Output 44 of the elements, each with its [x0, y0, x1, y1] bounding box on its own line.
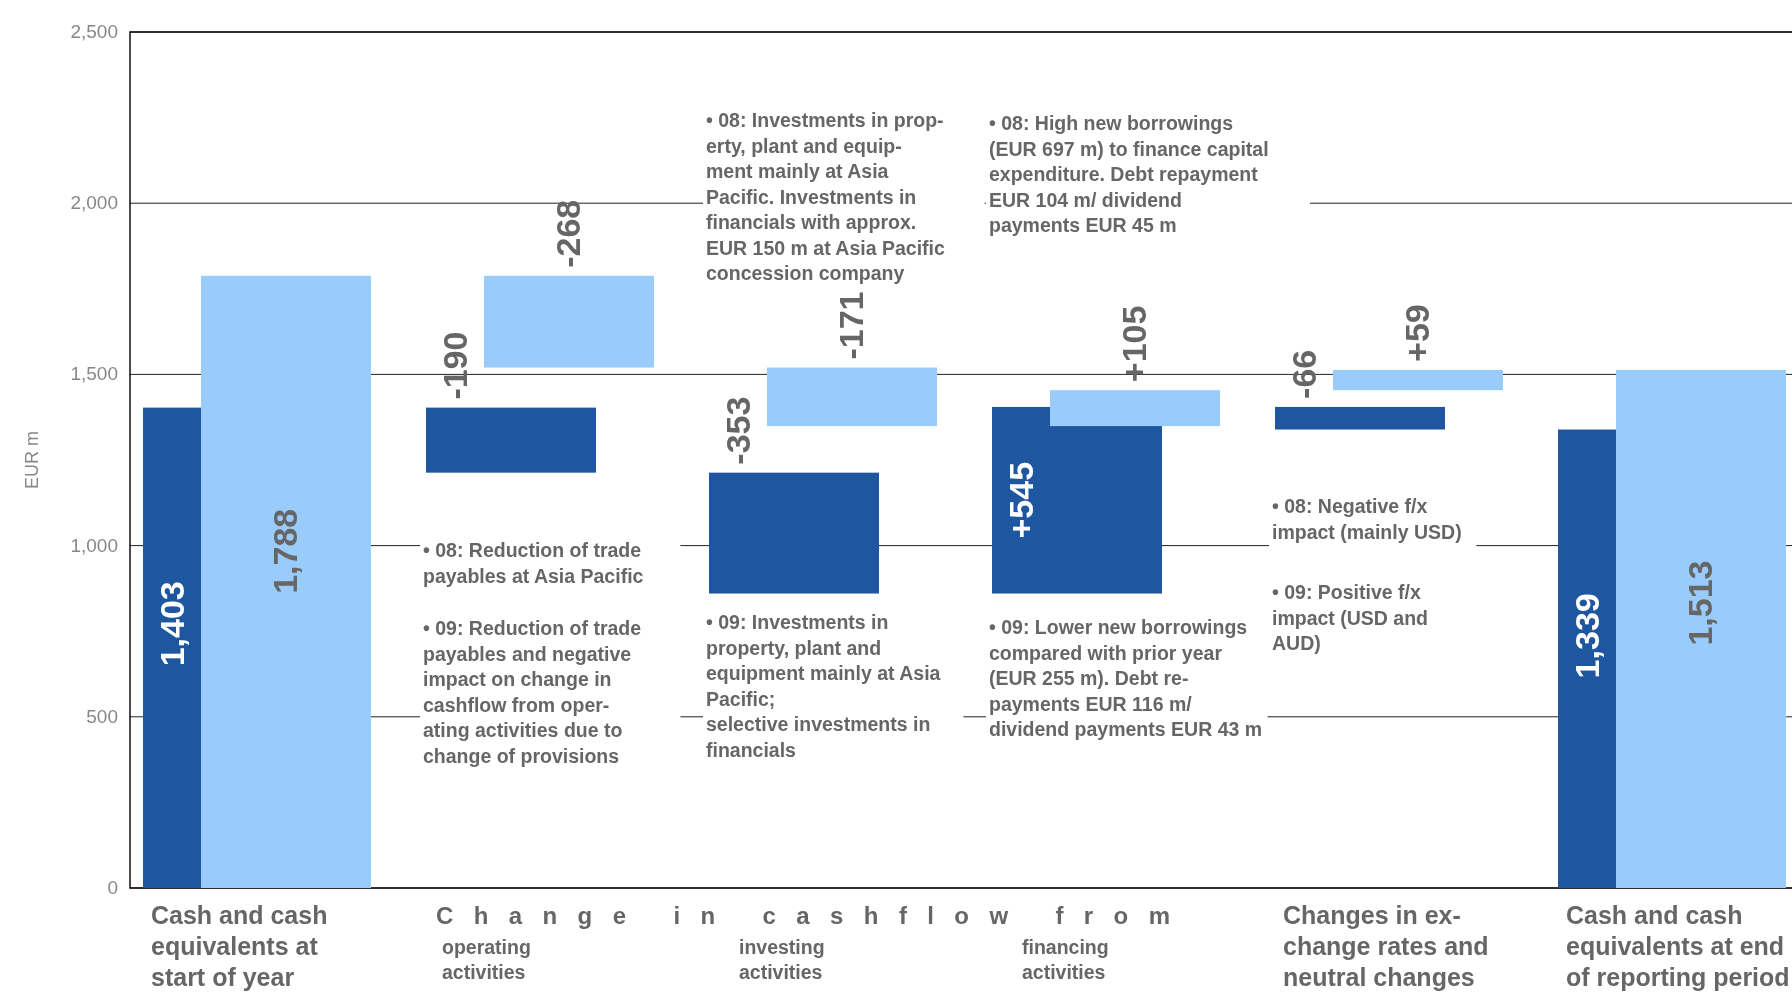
bar: [709, 472, 879, 594]
x-tick-label: financing activities: [1022, 936, 1109, 983]
y-tick-label: 1,000: [70, 534, 118, 556]
y-tick-label: 500: [86, 705, 118, 727]
y-tick-label: 0: [107, 877, 118, 898]
bar: [992, 406, 1162, 594]
annotation: • 08: High new borrowings (EUR 697 m) to finance capital expenditure. Debt repayment EUR 104 m/ dividend payments EUR 45 m: [989, 112, 1269, 236]
data-label: 1,339: [1568, 593, 1606, 679]
x-tick-label: investing activities: [739, 936, 825, 983]
annotation: • 08: Investments in prop- erty, plant and equip- ment mainly at Asia Pacific. Investments in financials with approx. EUR 150 m at Asia Pacific concession company: [706, 109, 945, 284]
bar: [201, 275, 371, 888]
data-label: -190: [436, 331, 474, 400]
bar: [767, 367, 937, 427]
bar: [484, 275, 654, 368]
bar: [1333, 369, 1503, 391]
annotation: • 09: Reduction of trade payables and negative impact on change in cashflow from oper- ating activities due to change of provisions: [423, 617, 642, 767]
text: Change in cashflow from: [436, 902, 1170, 929]
data-label: -66: [1285, 349, 1323, 399]
x-tick-label: Changes in ex- change rates and neutral changes: [1283, 901, 1489, 991]
data-label: +545: [1002, 461, 1040, 539]
data-label: -353: [719, 396, 757, 465]
annotation: • 09: Positive f/x impact (USD and AUD): [1272, 581, 1429, 654]
y-tick-label: 2,000: [70, 192, 118, 214]
bar: [426, 407, 596, 473]
data-label: +59: [1398, 304, 1436, 362]
bar: [1275, 406, 1445, 430]
data-label: -268: [549, 199, 587, 268]
x-tick-label: Cash and cash equivalents at end of reporting period: [1566, 901, 1790, 991]
annotation: • 08: Reduction of trade payables at Asia Pacific: [423, 539, 644, 587]
bar: [1050, 390, 1220, 427]
data-label: -171: [832, 291, 870, 360]
annotation: • 09: Lower new borrowings compared with prior year (EUR 255 m). Debt re- payments EUR 116 m/ dividend payments EUR 43 m: [989, 616, 1263, 740]
x-tick-label: Cash and cash equivalents at start of year: [151, 901, 328, 991]
y-axis-title: EUR m: [22, 431, 42, 489]
x-tick-label: operating activities: [442, 936, 531, 983]
annotation: • 09: Investments in property, plant and equipment mainly at Asia Pacific; selective investments in financials: [706, 611, 941, 761]
data-label: 1,788: [266, 508, 304, 594]
y-tick-label: 1,500: [70, 363, 118, 385]
data-label: 1,513: [1681, 560, 1719, 646]
annotation: • 08: Negative f/x impact (mainly USD): [1272, 495, 1462, 543]
bar: [1616, 369, 1786, 888]
y-tick-label: 2,500: [70, 21, 118, 42]
data-label: 1,403: [153, 581, 191, 667]
data-label: +105: [1115, 305, 1153, 383]
